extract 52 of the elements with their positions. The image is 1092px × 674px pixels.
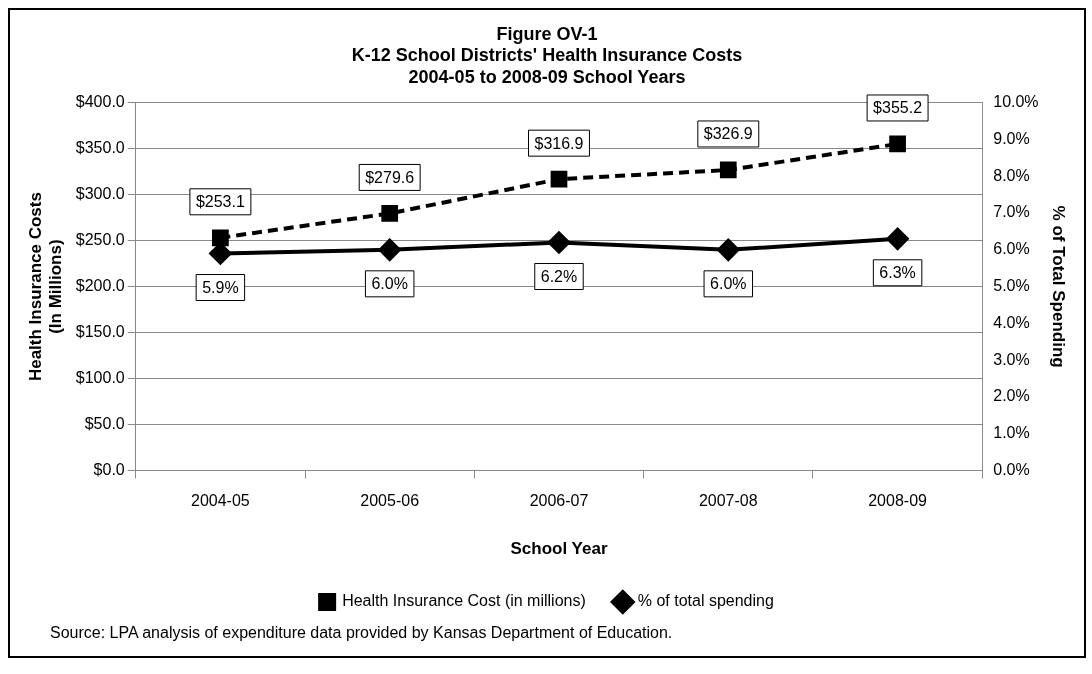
- x-tick-label: 2004-05: [191, 492, 250, 510]
- data-label: $316.9: [534, 134, 584, 152]
- point: [378, 238, 401, 261]
- y2-tick-label: 10.0%: [993, 93, 1039, 111]
- chart-title: Figure OV-1: [496, 23, 598, 44]
- data-label: 6.0%: [371, 275, 408, 293]
- y-tick-label: $400.0: [75, 93, 125, 111]
- y2-tick-label: 8.0%: [993, 166, 1030, 184]
- point: [886, 227, 909, 250]
- y2-tick-label: 6.0%: [993, 240, 1030, 258]
- y-tick-label: $250.0: [75, 231, 125, 249]
- y2-tick-label: 0.0%: [993, 460, 1030, 478]
- point: [719, 161, 737, 179]
- y2-axis-title: % of Total Spending: [1049, 205, 1069, 368]
- legend-label: % of total spending: [637, 592, 774, 610]
- x-axis-title: School Year: [510, 539, 608, 559]
- x-tick-label: 2008-09: [868, 492, 928, 510]
- data-label: $355.2: [873, 99, 923, 117]
- y-tick-label: $350.0: [75, 139, 125, 157]
- x-tick-label: 2007-08: [698, 492, 758, 510]
- point: [381, 205, 399, 222]
- point: [889, 135, 906, 153]
- y-tick-label: $50.0: [84, 414, 125, 432]
- source-note: Source: LPA analysis of expenditure data provided by Kansas Department of Education.: [49, 623, 674, 643]
- data-label: $326.9: [703, 125, 753, 143]
- y2-tick-label: 3.0%: [993, 350, 1030, 368]
- point: [212, 229, 229, 247]
- x-tick-label: 2006-07: [529, 492, 589, 510]
- point: [547, 231, 570, 254]
- y-tick-label: $100.0: [75, 368, 125, 386]
- y-tick-label: $300.0: [75, 185, 125, 203]
- point: [717, 238, 740, 261]
- y2-tick-label: 2.0%: [993, 387, 1030, 405]
- y2-tick-label: 9.0%: [993, 129, 1030, 147]
- data-label: 6.0%: [710, 275, 747, 293]
- point: [550, 170, 568, 188]
- data-label: 6.3%: [879, 264, 916, 282]
- y2-tick-label: 5.0%: [993, 277, 1030, 295]
- data-label: 5.9%: [202, 278, 239, 296]
- y-tick-label: $0.0: [93, 460, 125, 478]
- chart-subtitle: K-12 School Districts' Health Insurance Costs 2004-05 to 2008-09 School Years: [351, 45, 743, 87]
- data-label: 6.2%: [540, 267, 578, 285]
- y2-tick-label: 7.0%: [993, 203, 1030, 221]
- legend-label: Health Insurance Cost (in millions): [342, 592, 586, 610]
- x-tick-label: 2005-06: [360, 492, 420, 510]
- data-label: $253.1: [195, 193, 245, 211]
- y-tick-label: $150.0: [75, 322, 125, 340]
- y-axis-title: Health Insurance Costs (In Millions): [25, 192, 66, 382]
- y2-tick-label: 1.0%: [993, 424, 1030, 442]
- y2-tick-label: 4.0%: [993, 313, 1030, 331]
- y-tick-label: $200.0: [75, 277, 125, 295]
- data-label: $279.6: [365, 168, 415, 186]
